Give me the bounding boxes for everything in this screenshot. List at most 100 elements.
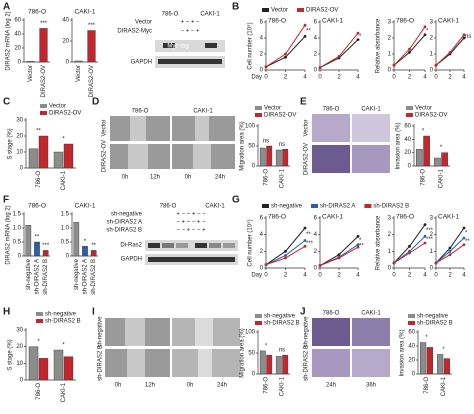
x-tick-label: 0 (318, 273, 322, 279)
y-tick-label: 2 (388, 232, 392, 238)
time-label: 0h (185, 175, 192, 181)
chart-title: CAKI-1 (438, 214, 459, 221)
chart-title: CAKI-1 (322, 18, 343, 25)
point (356, 245, 360, 249)
blot-row: Vector (135, 20, 152, 26)
point (356, 38, 360, 41)
line (319, 39, 359, 69)
y-tick-label: 40 (404, 137, 411, 143)
blot-signs: + − + − (180, 20, 200, 26)
y-tick-label: 0 (18, 60, 22, 66)
blot-column: 786-O (162, 12, 179, 18)
legend-label: DIRAS2-OV (306, 8, 338, 14)
y-axis-label: Migration area (%) (240, 121, 246, 170)
legend-swatch (297, 8, 305, 12)
significance: ** (465, 239, 470, 245)
time-label: 0h (122, 175, 129, 181)
y-tick-label: 0 (314, 266, 318, 272)
x-tick-label: 786-O (264, 377, 270, 394)
point (408, 244, 411, 248)
y-axis-label: Invasion area (%) (396, 122, 402, 169)
x-axis-label: Day (251, 75, 262, 81)
image-row: Vector (304, 119, 310, 136)
significance: ns (279, 142, 285, 148)
bar (63, 356, 74, 381)
point (448, 249, 452, 253)
point (337, 256, 341, 260)
image-column: CAKI-1 (361, 311, 381, 317)
legend-label: DIRAS2-OV (264, 113, 296, 119)
time-label: 0h (187, 383, 194, 389)
time-label: 24h (215, 175, 225, 181)
legend-label: sh-negative (45, 312, 77, 318)
time-label: 24h (217, 383, 227, 389)
blot-signs: − + − − + − (176, 220, 206, 226)
point (448, 253, 452, 257)
significance: *** (306, 241, 314, 247)
significance: * (440, 145, 443, 151)
significance: * (425, 335, 428, 341)
point (264, 65, 268, 69)
y-tick-label: 20 (408, 358, 415, 364)
significance: * (265, 343, 268, 349)
y-tick-label: 1 (388, 249, 392, 255)
image-column: CAKI-1 (193, 109, 213, 115)
legend-swatch (364, 204, 372, 208)
y-axis-label: Cell number (10⁵) (247, 22, 254, 69)
scratch-images (105, 318, 240, 377)
significance: * (84, 239, 87, 245)
point (284, 254, 287, 257)
legend-swatch (40, 104, 47, 108)
x-tick-label: 0 (434, 75, 438, 81)
legend-swatch (255, 113, 262, 117)
y-tick-label: 1.0 (13, 226, 22, 232)
point (408, 51, 411, 54)
y-tick-label: 40 (62, 18, 69, 24)
chart-title: 786-O (28, 203, 46, 210)
image-column: 786-O (132, 109, 149, 115)
panel-label: F (3, 195, 9, 206)
x-tick-label: CAKI-1 (439, 168, 445, 188)
bar (426, 347, 434, 375)
point (318, 264, 322, 267)
x-tick-label: 2 (337, 75, 341, 81)
y-tick-label: 20 (404, 150, 411, 156)
bar (28, 346, 39, 381)
chart-title: 786-O (396, 214, 414, 221)
point (408, 47, 411, 51)
point (303, 35, 307, 38)
y-tick-label: 60 (14, 18, 21, 24)
bar (443, 358, 451, 375)
point (356, 243, 360, 247)
y-tick-label: 50 (248, 144, 255, 150)
y-tick-label: 30 (16, 328, 23, 334)
bar (423, 135, 430, 167)
bar (275, 149, 282, 167)
x-tick-label: 2 (337, 273, 341, 279)
point (462, 226, 466, 230)
time-label: 36h (366, 383, 376, 389)
point (284, 52, 287, 56)
x-tick-label: CAKI-1 (280, 168, 286, 188)
y-axis-label: Relative absorbance (376, 215, 382, 270)
y-tick-label: 4 (314, 36, 318, 42)
line (435, 34, 465, 66)
y-tick-label: 0 (430, 68, 434, 74)
legend-label: sh-DIRAS2 B (45, 319, 81, 325)
point (356, 31, 360, 35)
y-tick-label: 10 (16, 150, 23, 156)
x-tick-label: 4 (303, 273, 307, 279)
point (423, 241, 427, 245)
legend-label: sh-DIRAS2 B (417, 321, 453, 327)
blot-column: CAKI-1 (205, 204, 225, 210)
y-tick-label: 4 (314, 232, 318, 238)
significance: * (422, 129, 425, 135)
y-tick-label: 0 (388, 266, 392, 272)
significance: * (359, 238, 362, 244)
bar (259, 350, 266, 375)
point (462, 33, 466, 37)
bar (42, 250, 49, 257)
y-tick-label: 0 (260, 68, 264, 74)
point (434, 261, 438, 265)
legend-label: sh-DIRAS2 A (320, 204, 355, 210)
